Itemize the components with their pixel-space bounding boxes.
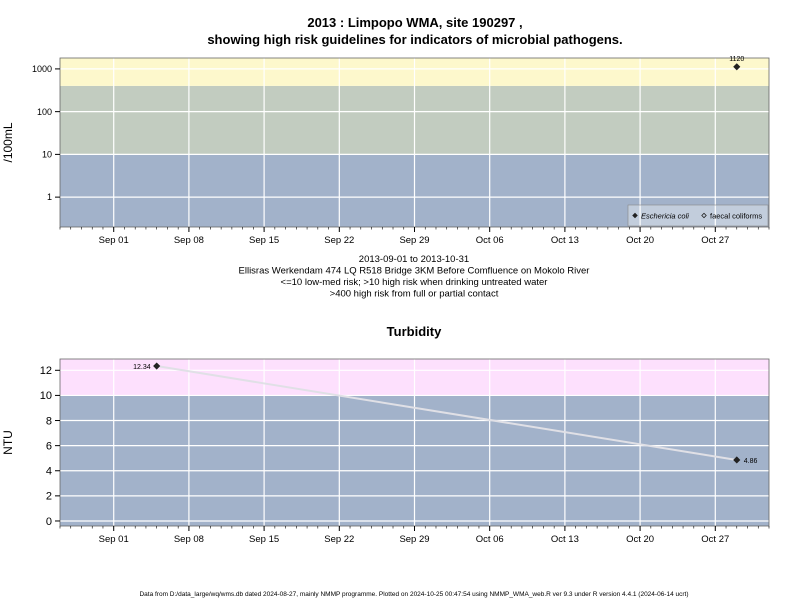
- microbial-xtick-label: Oct 27: [701, 235, 729, 246]
- turbidity-xtick-label: Oct 20: [626, 534, 654, 545]
- turbidity-ytick-label: 12: [40, 365, 52, 377]
- chart-title-line2: showing high risk guidelines for indicat…: [207, 32, 622, 47]
- microbial-ytick-label: 1: [47, 192, 52, 202]
- turbidity-xtick-label: Sep 29: [399, 534, 429, 545]
- turbidity-point: [733, 456, 741, 464]
- turbidity-xtick-label: Sep 22: [324, 534, 354, 545]
- turbidity-point: [153, 362, 161, 370]
- turbidity-line: [156, 365, 737, 461]
- microbial-xtick-label: Sep 08: [174, 235, 204, 246]
- turbidity-xtick-label: Sep 01: [99, 534, 129, 545]
- microbial-ytick-label: 1000: [32, 64, 52, 74]
- legend-ecoli-label: Eschericia coli: [641, 212, 689, 221]
- turbidity-xtick-label: Oct 13: [551, 534, 579, 545]
- legend-faecal-marker: [701, 212, 707, 219]
- legend-ecoli-marker: [632, 212, 638, 219]
- microbial-ytick-label: 10: [42, 149, 52, 159]
- footer-note: Data from D:/data_large/wq/wms.db dated …: [139, 591, 688, 598]
- microbial-ytick-label: 100: [37, 107, 52, 117]
- turbidity-xtick-label: Sep 15: [249, 534, 279, 545]
- turbidity-y-axis-label: NTU: [1, 430, 15, 455]
- ecoli-point: [733, 63, 741, 71]
- legend-box: [627, 204, 769, 227]
- microbial-xtick-label: Sep 22: [324, 235, 354, 246]
- microbial-xtick-label: Oct 13: [551, 235, 579, 246]
- turbidity-point-label: 12.34: [133, 364, 151, 371]
- turbidity-xtick-label: Oct 27: [701, 534, 729, 545]
- turbidity-ytick-label: 0: [46, 516, 52, 528]
- turbidity-ytick-label: 8: [46, 415, 52, 427]
- chart-note-2: <=10 low-med risk; >10 high risk when dr…: [281, 277, 548, 288]
- chart-note-3: >400 high risk from full or partial cont…: [330, 289, 499, 300]
- microbial-xtick-label: Oct 20: [626, 235, 654, 246]
- chart-title-line1: 2013 : Limpopo WMA, site 190297 ,: [307, 15, 522, 30]
- turbidity-title: Turbidity: [387, 324, 442, 339]
- microbial-y-axis-label: /100mL: [1, 122, 15, 162]
- turbidity-xtick-label: Oct 06: [476, 534, 504, 545]
- turbidity-ytick-label: 10: [40, 390, 52, 402]
- microbial-xtick-label: Oct 06: [476, 235, 504, 246]
- turbidity-point-label: 4.86: [744, 458, 758, 465]
- legend-faecal-label: faecal coliforms: [710, 212, 762, 221]
- microbial-xtick-label: Sep 15: [249, 235, 279, 246]
- turbidity-ytick-label: 4: [46, 466, 52, 478]
- microbial-xtick-label: Sep 01: [99, 235, 129, 246]
- turbidity-xtick-label: Sep 08: [174, 534, 204, 545]
- chart-note-0: 2013-09-01 to 2013-10-31: [359, 254, 469, 265]
- ecoli-point-label: 1120: [729, 56, 744, 63]
- chart-note-1: Ellisras Werkendam 474 LQ R518 Bridge 3K…: [239, 266, 590, 277]
- microbial-xtick-label: Sep 29: [399, 235, 429, 246]
- turbidity-ytick-label: 2: [46, 491, 52, 503]
- turbidity-ytick-label: 6: [46, 440, 52, 452]
